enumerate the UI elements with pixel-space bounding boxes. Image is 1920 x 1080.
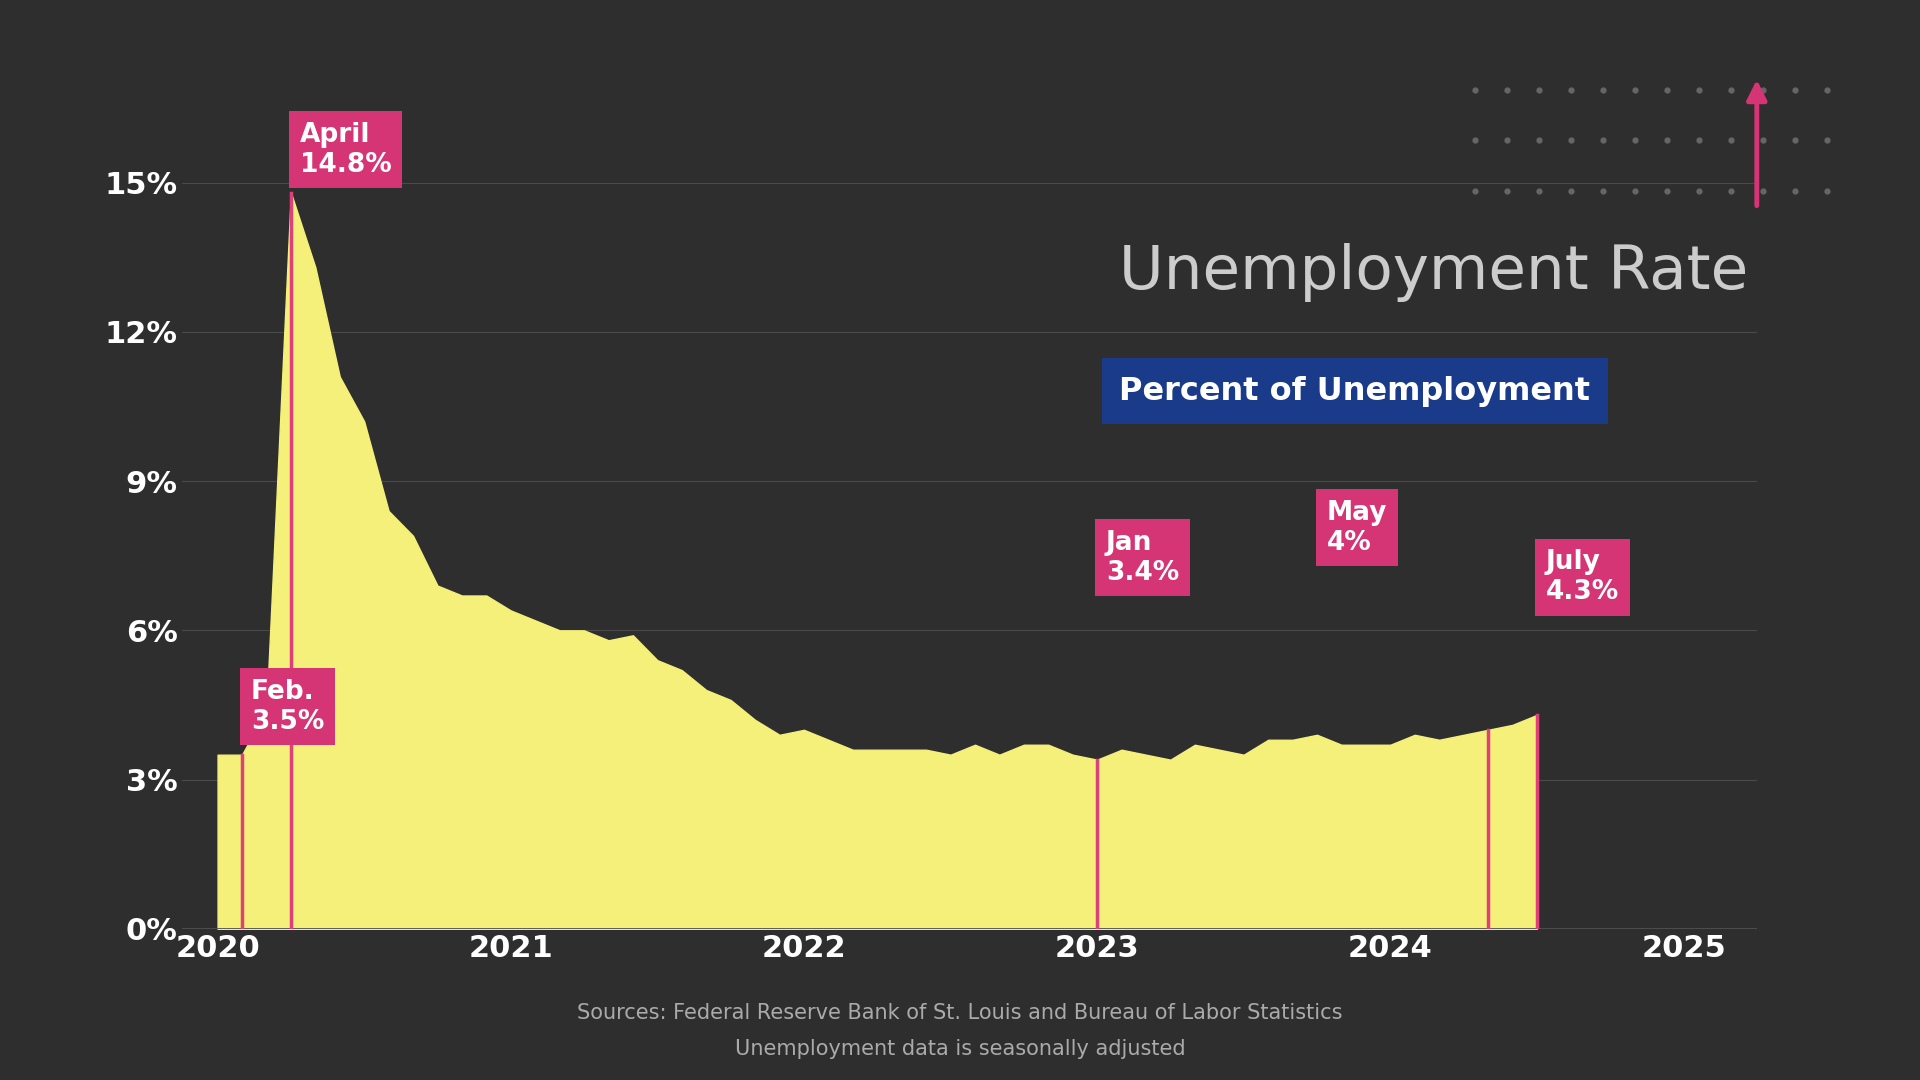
Text: July
4.3%: July 4.3% bbox=[1546, 550, 1619, 606]
Text: April
14.8%: April 14.8% bbox=[300, 122, 392, 177]
Text: Jan
3.4%: Jan 3.4% bbox=[1106, 529, 1179, 585]
Text: Sources: Federal Reserve Bank of St. Louis and Bureau of Labor Statistics
Unempl: Sources: Federal Reserve Bank of St. Lou… bbox=[578, 1003, 1342, 1059]
Text: Percent of Unemployment: Percent of Unemployment bbox=[1119, 376, 1590, 407]
Text: Unemployment Rate: Unemployment Rate bbox=[1119, 243, 1749, 301]
Text: Feb.
3.5%: Feb. 3.5% bbox=[252, 679, 324, 734]
Text: May
4%: May 4% bbox=[1327, 500, 1388, 556]
